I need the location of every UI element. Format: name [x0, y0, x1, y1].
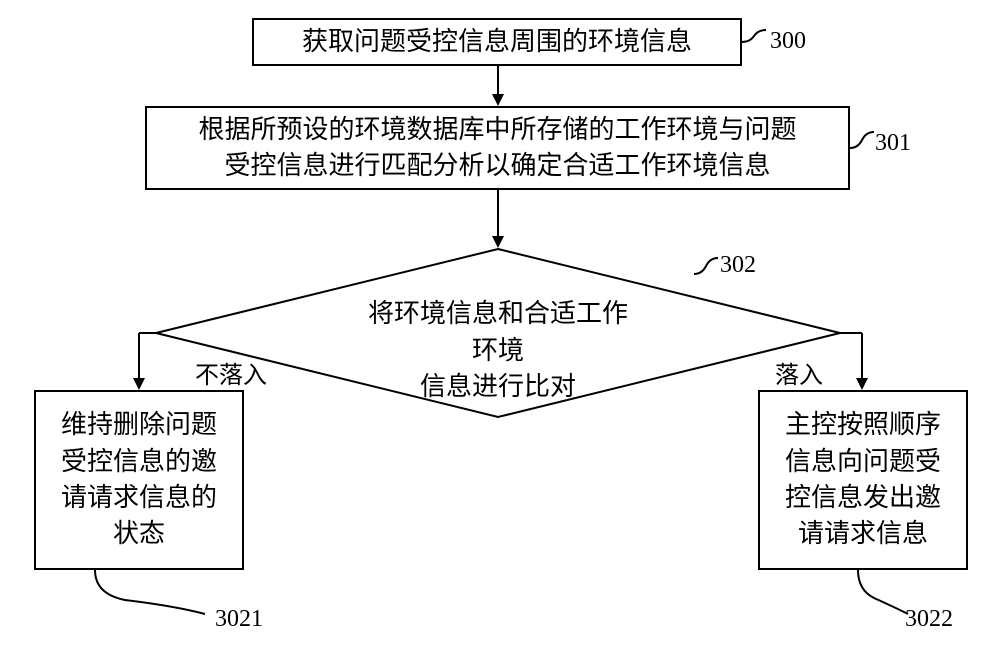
- brace-300: [742, 30, 770, 50]
- step-302-text: 将环境信息和合适工作环境 信息进行比对: [358, 260, 638, 406]
- label-301: 301: [875, 130, 911, 157]
- step-300-text: 获取问题受控信息周围的环境信息: [302, 24, 692, 60]
- brace-3022: [858, 570, 918, 618]
- step-301-box: 根据所预设的环境数据库中所存储的工作环境与问题 受控信息进行匹配分析以确定合适工…: [145, 106, 850, 190]
- step-300-box: 获取问题受控信息周围的环境信息: [252, 18, 742, 66]
- arrow-302-3022: [840, 333, 870, 390]
- step-301-text: 根据所预设的环境数据库中所存储的工作环境与问题 受控信息进行匹配分析以确定合适工…: [198, 112, 796, 185]
- brace-302: [694, 258, 722, 278]
- brace-3021: [95, 570, 215, 618]
- flowchart-container: 获取问题受控信息周围的环境信息 300 根据所预设的环境数据库中所存储的工作环境…: [0, 0, 1000, 653]
- step-3021-text: 维持删除问题 受控信息的邀 请请求信息的 状态: [61, 407, 217, 553]
- label-300: 300: [770, 28, 806, 55]
- arrow-302-3021: [131, 333, 161, 390]
- step-3022-text: 主控按照顺序 信息向问题受 控信息发出邀 请请求信息: [785, 407, 941, 553]
- arrow-300-301: [490, 66, 506, 106]
- arrow-301-302: [490, 190, 506, 248]
- label-3021: 3021: [215, 606, 263, 633]
- brace-301: [850, 132, 876, 152]
